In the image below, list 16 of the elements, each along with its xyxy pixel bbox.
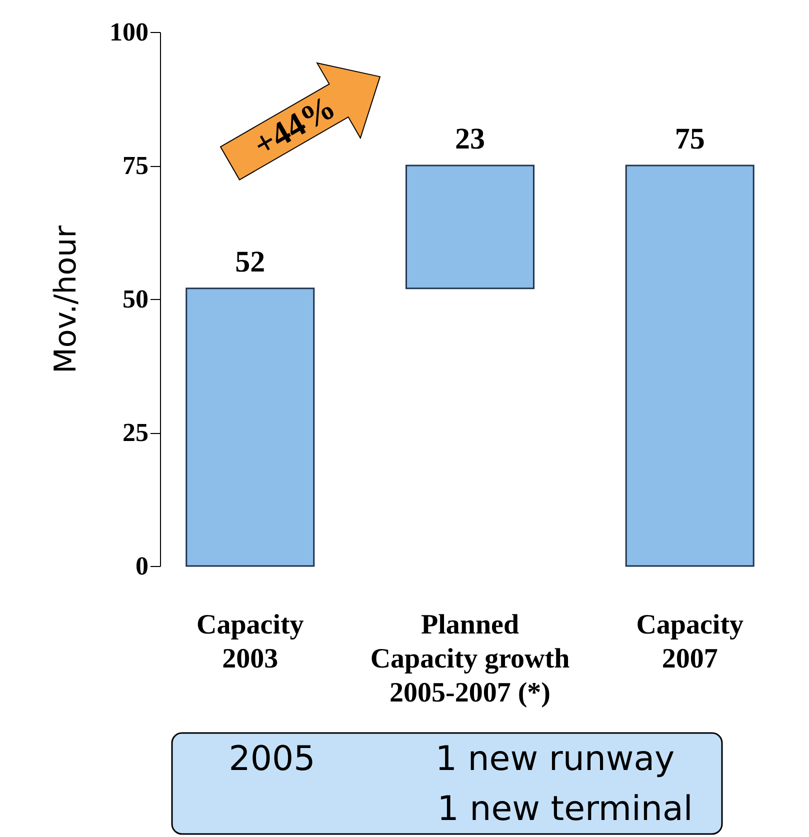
annotation: +44% xyxy=(248,88,342,164)
y-tick-label: 50 xyxy=(122,284,148,314)
y-tick-label: 100 xyxy=(110,18,148,46)
y-tick-label: 25 xyxy=(122,418,148,447)
y-tick-label: 0 xyxy=(136,552,148,580)
data-label: 75 xyxy=(674,122,705,156)
x-tick-label: Capacity 2003 xyxy=(196,610,304,674)
x-tick-label: Capacity 2007 xyxy=(636,610,744,674)
text: 2005 xyxy=(228,739,316,779)
data-label: 23 xyxy=(455,122,485,156)
x-tick-label: Planned Capacity growth 2005-2007 (*) xyxy=(370,610,570,708)
y-tick-label: 75 xyxy=(122,151,148,180)
text: 1 new terminal xyxy=(437,789,693,829)
y-axis-title: Mov./hour xyxy=(48,224,84,374)
text: 1 new runway xyxy=(435,739,675,779)
data-label: 52 xyxy=(235,245,266,278)
